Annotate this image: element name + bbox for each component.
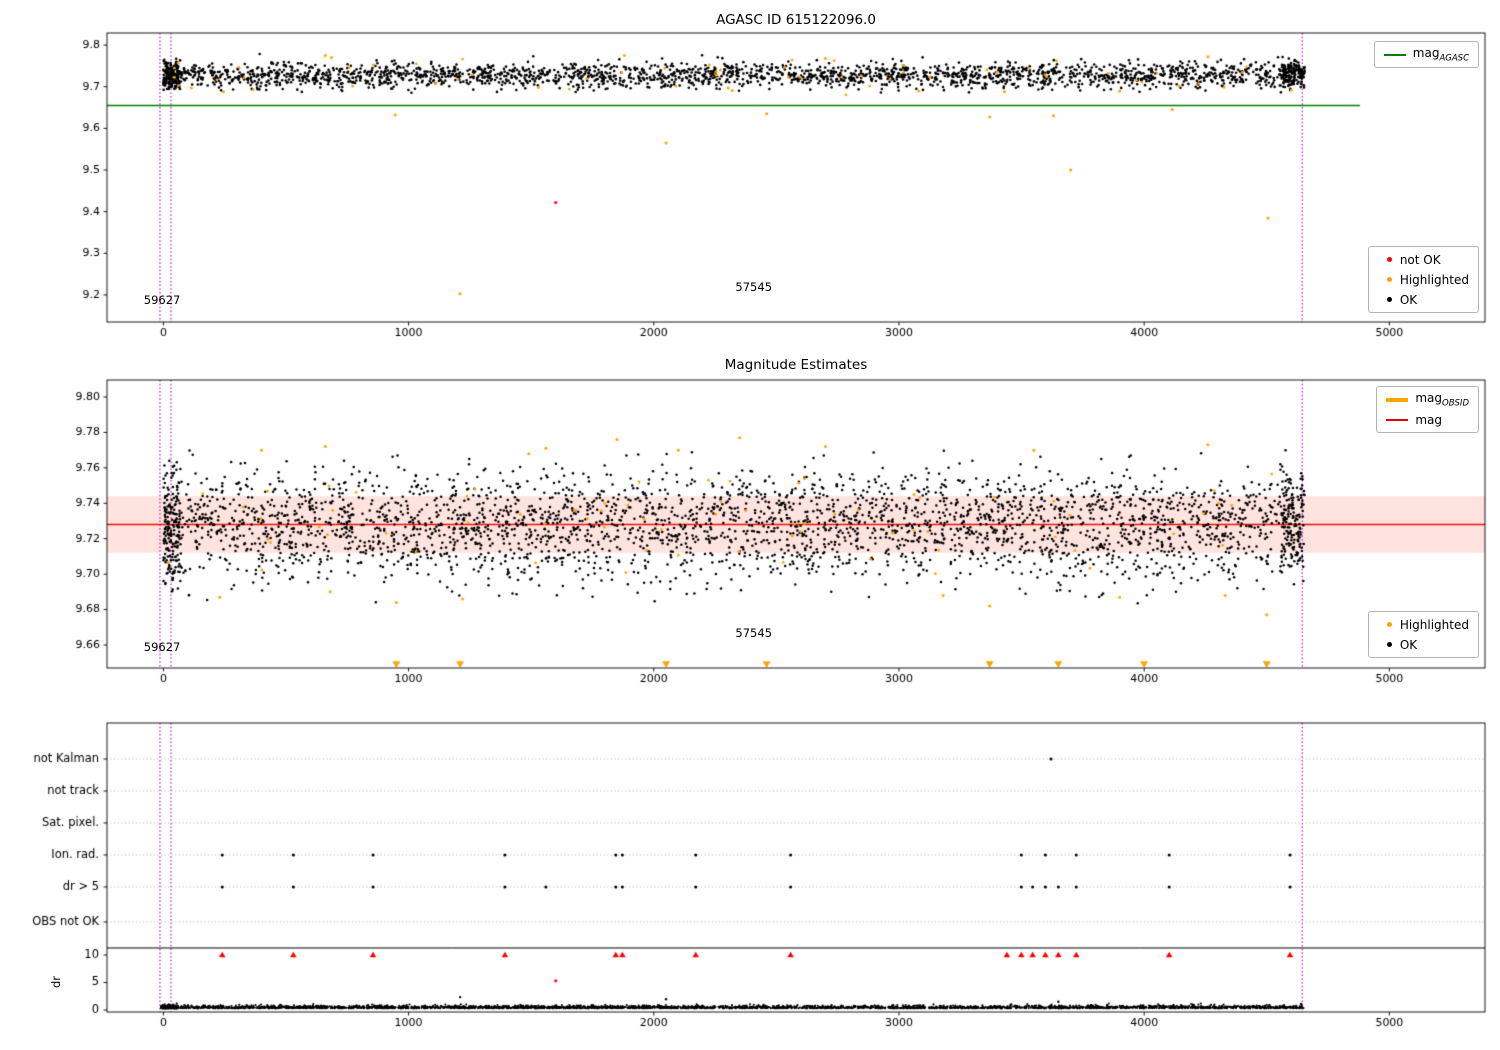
legend-entry-highlighted: Highlighted xyxy=(1378,616,1469,633)
annotation-obsid-59627-mid: 59627 xyxy=(143,639,181,654)
legend-mag-agasc: magAGASC xyxy=(1373,41,1479,68)
orange-dot-marker xyxy=(1386,622,1392,627)
legend-mag-lines: magOBSID mag xyxy=(1376,386,1479,433)
legend-label: magOBSID xyxy=(1415,390,1469,409)
legend-entry-ok: OK xyxy=(1378,636,1469,653)
legend-entry-highlighted: Highlighted xyxy=(1378,271,1469,288)
legend-label: Highlighted xyxy=(1399,272,1469,287)
legend-entry-ok: OK xyxy=(1378,291,1469,308)
legend-entry-mag: mag xyxy=(1386,411,1469,428)
red-line-marker xyxy=(1386,418,1409,421)
legend-label: OK xyxy=(1399,292,1418,307)
chart-title-agasc-id: AGASC ID 615122096.0 xyxy=(716,12,876,28)
annotation-obsid-57545-mid: 57545 xyxy=(735,625,773,640)
legend-point-categories-mid: Highlighted OK xyxy=(1367,611,1479,658)
legend-entry-mag-agasc: magAGASC xyxy=(1383,45,1469,64)
black-dot-marker xyxy=(1386,297,1392,302)
legend-label: OK xyxy=(1399,637,1418,652)
legend-entry-not-ok: not OK xyxy=(1378,251,1469,268)
annotation-obsid-59627-top: 59627 xyxy=(143,292,181,307)
legend-point-categories-top: not OK Highlighted OK xyxy=(1367,246,1479,313)
legend-label: Highlighted xyxy=(1399,617,1469,632)
legend-label: not OK xyxy=(1399,252,1441,267)
orange-dot-marker xyxy=(1386,277,1392,282)
red-dot-marker xyxy=(1386,257,1392,262)
chart-title-magnitude-estimates: Magnitude Estimates xyxy=(724,357,868,373)
legend-label: mag xyxy=(1415,412,1443,427)
annotation-obsid-57545-top: 57545 xyxy=(735,280,773,295)
dr-axis-label: dr xyxy=(49,975,64,989)
green-line-marker xyxy=(1383,53,1406,56)
black-dot-marker xyxy=(1386,642,1392,647)
orange-line-marker xyxy=(1386,397,1409,402)
legend-entry-mag-obsid: magOBSID xyxy=(1386,391,1469,408)
legend-label: magAGASC xyxy=(1412,45,1469,64)
